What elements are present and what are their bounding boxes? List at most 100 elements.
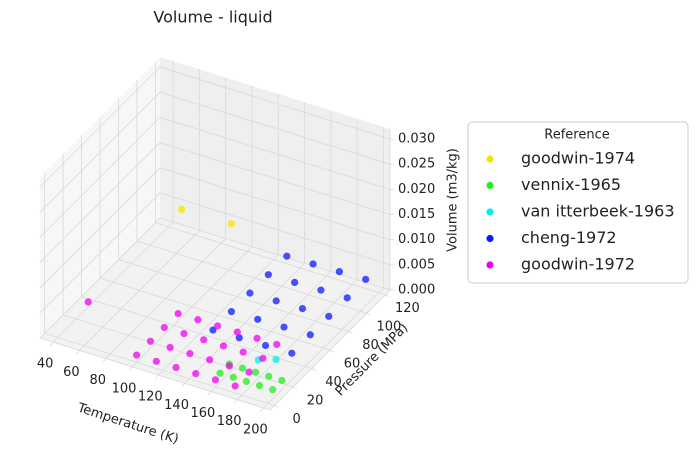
grid-line [39, 117, 161, 238]
point [206, 356, 214, 364]
point [174, 310, 182, 318]
point [309, 260, 317, 268]
point [362, 275, 370, 283]
point [253, 334, 261, 342]
grid-line [81, 296, 312, 369]
tick-mark [181, 383, 185, 388]
x-tick-label: 140 [164, 398, 189, 413]
point [231, 382, 239, 390]
point [152, 357, 160, 365]
grid-line [44, 333, 275, 406]
grid-line [159, 192, 391, 266]
y-tick-label: 40 [325, 375, 342, 390]
point [216, 369, 224, 377]
point [273, 340, 281, 349]
point [146, 337, 155, 345]
point [166, 343, 174, 352]
tick-mark [260, 407, 264, 413]
grid-line [159, 167, 391, 241]
grid-line [159, 217, 391, 291]
point [261, 341, 270, 350]
legend-marker [486, 261, 494, 269]
point [306, 331, 314, 339]
point [211, 376, 220, 384]
point [200, 336, 208, 344]
tick-mark [385, 294, 390, 297]
tick-mark [76, 350, 80, 355]
point [278, 376, 286, 385]
grid-line [39, 167, 161, 288]
grid-line [159, 142, 391, 215]
legend-label: vennix-1965 [521, 175, 621, 194]
z-tick-label: 0.000 [398, 283, 435, 298]
x-tick-label: 40 [37, 357, 54, 372]
point [235, 334, 243, 342]
point [160, 323, 168, 332]
grid-line [136, 240, 368, 314]
x-tick-label: 200 [243, 422, 268, 437]
grid-line [39, 192, 161, 314]
x-tick-label: 100 [112, 381, 137, 396]
tick-mark [292, 386, 298, 390]
tick-mark [274, 405, 279, 408]
point [317, 286, 325, 294]
point [219, 342, 228, 350]
point [192, 370, 200, 378]
grid-line [39, 66, 161, 188]
point [325, 312, 333, 320]
tick-mark [102, 358, 107, 363]
grid-line [99, 277, 331, 351]
legend-label: goodwin-1974 [521, 149, 635, 168]
x-tick-label: 120 [138, 390, 163, 405]
point [269, 386, 277, 394]
z-axis-label: Volume (m3/kg) [446, 148, 461, 252]
chart-title: Volume - liquid [153, 8, 272, 27]
legend-box [467, 121, 689, 284]
point [172, 363, 180, 372]
point [229, 373, 237, 381]
tick-mark [233, 399, 238, 404]
x-axis-line [39, 337, 271, 411]
grid-line [155, 222, 386, 295]
point [239, 348, 247, 356]
grid-line [159, 116, 391, 190]
y-tick-label: 100 [377, 320, 402, 335]
point [84, 298, 92, 306]
legend-label: cheng-1972 [521, 228, 617, 247]
point [272, 355, 280, 364]
z-tick-label: 0.010 [398, 232, 435, 247]
back-pane [160, 57, 390, 290]
y-tick-label: 60 [344, 357, 361, 372]
z-tick-label: 0.020 [398, 182, 435, 197]
point [180, 330, 188, 338]
grid-line [39, 142, 161, 263]
z-tick-label: 0.025 [398, 157, 435, 172]
tick-mark [207, 391, 212, 396]
point [246, 289, 254, 297]
x-tick-label: 60 [63, 365, 80, 380]
point [133, 351, 141, 359]
point [343, 294, 351, 302]
grid-line [159, 66, 391, 140]
tick-mark [128, 366, 133, 372]
legend-title: Reference [544, 128, 609, 143]
x-tick-label: 160 [190, 406, 215, 421]
point [213, 322, 222, 330]
grid-line [118, 259, 349, 332]
grid-line [159, 91, 391, 165]
point [252, 368, 260, 376]
point [242, 377, 250, 386]
point [245, 368, 253, 376]
grid-line [39, 91, 161, 213]
point [227, 219, 236, 228]
y-tick-label: 20 [307, 393, 324, 408]
point [265, 372, 273, 380]
grid-line [39, 217, 161, 339]
point [280, 323, 288, 331]
point [291, 278, 299, 286]
point [272, 297, 280, 305]
y-tick-label: 0 [292, 412, 300, 427]
y-tick-label: 120 [395, 301, 420, 316]
point [178, 205, 186, 213]
